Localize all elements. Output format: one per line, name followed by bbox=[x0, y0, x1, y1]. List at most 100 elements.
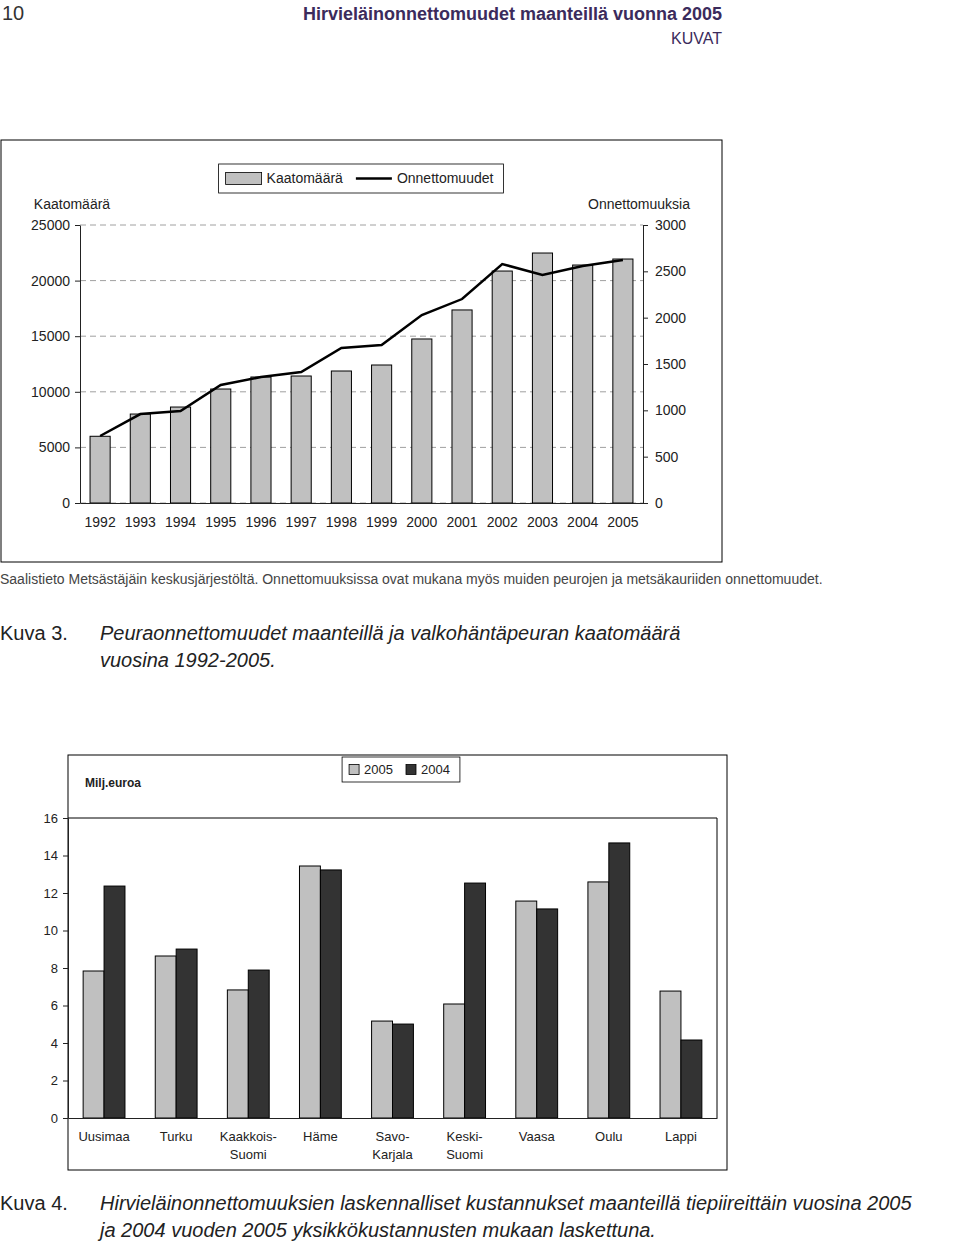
category-label-line: 2002 bbox=[487, 514, 518, 530]
category-label-line: Oulu bbox=[595, 1129, 622, 1144]
marks bbox=[83, 843, 702, 1118]
legend: 20052004 bbox=[342, 757, 460, 782]
grid-line bbox=[80, 391, 643, 392]
tick-label: 12 bbox=[44, 886, 58, 901]
tick-mark bbox=[643, 271, 648, 272]
category-label-line: 1994 bbox=[165, 514, 196, 530]
tick: 1500 bbox=[643, 356, 686, 372]
category-label-line: Turku bbox=[160, 1129, 193, 1144]
bar bbox=[537, 909, 558, 1118]
category-label: 2000 bbox=[406, 514, 437, 530]
category-label-line: Kaakkois- bbox=[220, 1129, 277, 1144]
grid-line bbox=[80, 225, 643, 226]
tick-label: 10000 bbox=[31, 384, 70, 400]
category-label: 1999 bbox=[366, 514, 397, 530]
tick-mark bbox=[643, 318, 648, 319]
bar bbox=[104, 886, 125, 1118]
x-axis: UusimaaTurkuKaakkois-SuomiHämeSavo-Karja… bbox=[69, 1119, 718, 1163]
category-label: 1992 bbox=[85, 514, 116, 530]
category-label: 1997 bbox=[286, 514, 317, 530]
bar bbox=[532, 253, 552, 503]
category-label-line: 1997 bbox=[286, 514, 317, 530]
axis-line bbox=[80, 226, 81, 504]
tick: 2005 bbox=[607, 514, 638, 530]
tick-mark bbox=[75, 281, 80, 282]
legend-swatch bbox=[226, 173, 262, 185]
grid-line bbox=[80, 503, 643, 504]
category-label-line: 1993 bbox=[125, 514, 156, 530]
tick: Häme bbox=[303, 1129, 338, 1144]
tick-label: 1000 bbox=[655, 402, 686, 418]
y-axis-title: Milj.euroa bbox=[85, 776, 141, 790]
category-label: 1996 bbox=[245, 514, 276, 530]
tick: 25000 bbox=[31, 217, 80, 233]
line bbox=[100, 260, 623, 436]
category-label-line: Vaasa bbox=[519, 1129, 556, 1144]
tick-label: 6 bbox=[51, 998, 58, 1013]
tick: 20000 bbox=[31, 273, 80, 289]
tick-label: 4 bbox=[51, 1036, 58, 1051]
legend-swatch bbox=[349, 765, 359, 775]
legend-swatch bbox=[356, 177, 392, 180]
tick: Lappi bbox=[665, 1129, 697, 1144]
y2-axis: 050010001500200025003000 bbox=[643, 217, 686, 511]
bar bbox=[90, 436, 110, 503]
page-number: 10 bbox=[2, 2, 24, 25]
tick: Oulu bbox=[595, 1129, 622, 1144]
tick-label: 0 bbox=[655, 495, 663, 511]
tick-mark bbox=[63, 931, 68, 932]
bar bbox=[155, 956, 176, 1118]
category-label: Vaasa bbox=[519, 1129, 556, 1144]
tick: 0 bbox=[62, 495, 80, 511]
bar bbox=[130, 414, 150, 503]
bar bbox=[211, 389, 231, 503]
bar bbox=[681, 1040, 702, 1118]
tick: 1998 bbox=[326, 514, 357, 530]
y-axis-title: Kaatomäärä bbox=[34, 196, 110, 212]
tick-mark bbox=[63, 893, 68, 894]
bar bbox=[372, 365, 392, 503]
category-label-line: 2001 bbox=[446, 514, 477, 530]
tick-mark bbox=[75, 225, 80, 226]
tick: 1994 bbox=[165, 514, 196, 530]
x-axis: 1992199319941995199619971998199920002001… bbox=[81, 504, 644, 530]
tick: 1992 bbox=[85, 514, 116, 530]
legend-items: Kaatomäärä Onnettomuudet bbox=[226, 170, 494, 186]
tick: Kaakkois-Suomi bbox=[220, 1129, 277, 1162]
category-label-line: 1996 bbox=[245, 514, 276, 530]
bar bbox=[83, 971, 104, 1118]
legend-label: Kaatomäärä bbox=[267, 170, 343, 186]
bar bbox=[299, 866, 320, 1118]
category-label: Uusimaa bbox=[78, 1129, 130, 1144]
category-label: 2005 bbox=[607, 514, 638, 530]
tick-label: 0 bbox=[51, 1111, 58, 1126]
tick-label: 1500 bbox=[655, 356, 686, 372]
tick-mark bbox=[75, 503, 80, 504]
chart-border bbox=[1, 140, 722, 562]
tick-label: 10 bbox=[44, 923, 58, 938]
bar bbox=[609, 843, 630, 1118]
category-label-line: 2000 bbox=[406, 514, 437, 530]
bar bbox=[465, 883, 486, 1118]
figure-label: Kuva 4. bbox=[0, 1190, 68, 1217]
tick-label: 3000 bbox=[655, 217, 686, 233]
tick: 10 bbox=[44, 923, 68, 938]
bar bbox=[170, 407, 190, 503]
category-label: 2003 bbox=[527, 514, 558, 530]
page-title: Hirvieläinonnettomuudet maanteillä vuonn… bbox=[303, 4, 722, 25]
tick-label: 8 bbox=[51, 961, 58, 976]
source-note: Saalistieto Metsästäjäin keskusjärjestöl… bbox=[0, 570, 950, 589]
chart: 0500010000150002000025000050010001500200… bbox=[1, 140, 722, 562]
tick: 2000 bbox=[406, 514, 437, 530]
page-section: KUVAT bbox=[671, 30, 722, 48]
legend-label: Onnettomuudet bbox=[397, 170, 494, 186]
tick: 6 bbox=[51, 998, 68, 1013]
tick: 1000 bbox=[643, 402, 686, 418]
bar bbox=[516, 901, 537, 1118]
tick-mark bbox=[63, 1118, 68, 1119]
chart-border bbox=[68, 755, 727, 1170]
bar bbox=[393, 1024, 414, 1118]
bar bbox=[227, 990, 248, 1118]
category-label-line: 1992 bbox=[85, 514, 116, 530]
tick: 500 bbox=[643, 449, 679, 465]
